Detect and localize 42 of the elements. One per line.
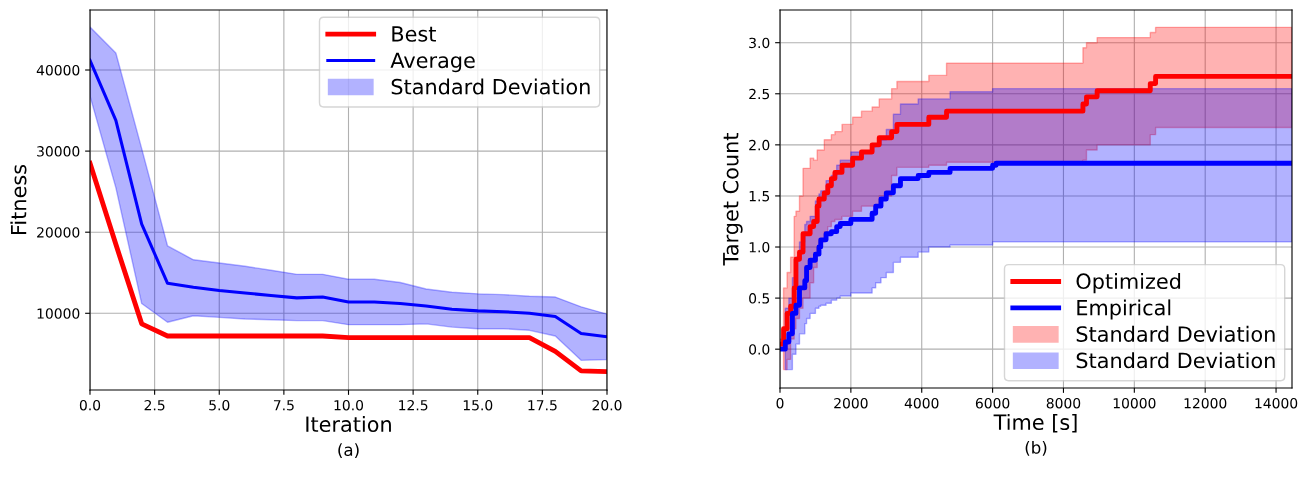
x-tick-label: 0.0 <box>79 399 101 411</box>
legend-label: Optimized <box>1076 272 1181 294</box>
y-tick-label: 0.5 <box>749 293 770 304</box>
y-axis-title: Target Count <box>722 133 743 266</box>
y-tick-label: 1.0 <box>749 241 770 253</box>
y-tick-label: 2.5 <box>749 88 770 100</box>
x-tick-label: 12000 <box>1184 397 1227 409</box>
line-series <box>90 160 607 375</box>
y-tick-label: 10000 <box>37 308 80 319</box>
x-tick-label: 12.5 <box>399 399 428 411</box>
x-tick-label: 8000 <box>1046 397 1081 409</box>
y-tick-label: 20000 <box>37 227 80 238</box>
x-tick-label: 6000 <box>975 397 1010 409</box>
x-tick-label: 20.0 <box>592 399 622 411</box>
legend-label: Empirical <box>1077 299 1171 320</box>
y-axis-title: Fitness <box>10 164 27 235</box>
x-tick-label: 2.5 <box>144 399 165 411</box>
x-tick-label: 10000 <box>1113 397 1156 409</box>
x-axis-title: Iteration <box>306 415 391 433</box>
annotation: Standard Deviation <box>391 78 590 95</box>
text: (a) <box>338 443 359 459</box>
x-tick-label: 15.0 <box>463 399 493 411</box>
y-tick-label: 0.0 <box>749 344 770 355</box>
x-tick-label: 0 <box>776 397 784 409</box>
x-tick-label: 2000 <box>834 397 868 409</box>
y-tick-label: 30000 <box>37 146 80 157</box>
legend-label: Average <box>390 52 475 73</box>
x-tick-label: 5.0 <box>209 399 230 411</box>
y-tick-label: 2.0 <box>749 139 770 151</box>
legend-label: Best <box>392 26 436 42</box>
y-tick-label: 1.5 <box>749 191 770 202</box>
x-tick-label: 7.5 <box>273 400 294 411</box>
x-tick-label: 14000 <box>1255 397 1298 409</box>
x-axis-title: Time [s] <box>993 413 1077 433</box>
annotation: Standard Deviation <box>1076 352 1275 369</box>
x-tick-label: 17.5 <box>528 400 557 411</box>
text: (b) <box>1025 440 1047 456</box>
y-tick-label: 40000 <box>36 64 80 76</box>
x-tick-label: 10.0 <box>334 399 364 411</box>
x-tick-label: 4000 <box>904 397 939 409</box>
y-tick-label: 3.0 <box>749 37 770 49</box>
annotation: Standard Deviation <box>1076 325 1275 342</box>
